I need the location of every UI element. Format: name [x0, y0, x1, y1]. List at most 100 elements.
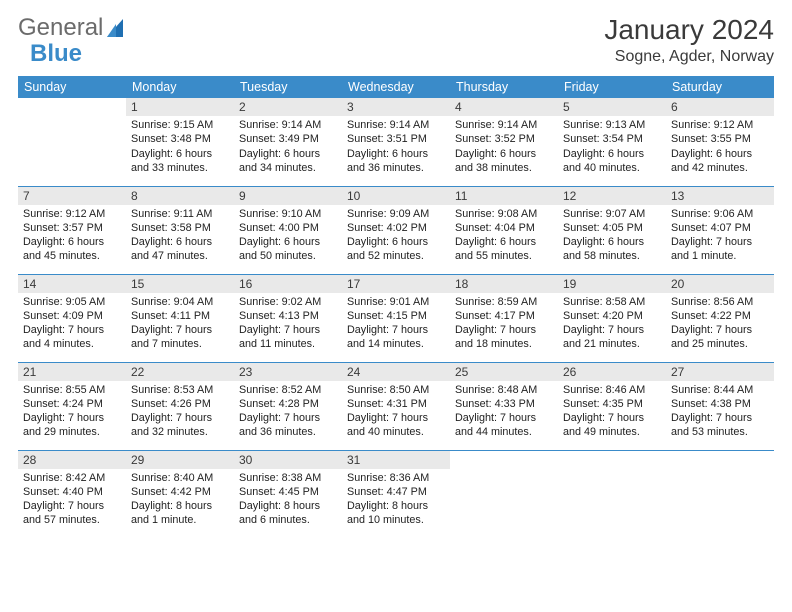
daylight-text: Daylight: 7 hours and 36 minutes. — [239, 411, 337, 440]
sunrise-text: Sunrise: 8:48 AM — [455, 383, 553, 397]
week-row: 21Sunrise: 8:55 AMSunset: 4:24 PMDayligh… — [18, 362, 774, 450]
sunrise-text: Sunrise: 9:14 AM — [347, 118, 445, 132]
daylight-text: Daylight: 8 hours and 6 minutes. — [239, 499, 337, 528]
daylight-text: Daylight: 7 hours and 25 minutes. — [671, 323, 769, 352]
col-thursday: Thursday — [450, 76, 558, 98]
day-number: 1 — [126, 98, 234, 116]
col-friday: Friday — [558, 76, 666, 98]
sunrise-text: Sunrise: 8:55 AM — [23, 383, 121, 397]
sunrise-text: Sunrise: 9:14 AM — [239, 118, 337, 132]
day-body: Sunrise: 8:53 AMSunset: 4:26 PMDaylight:… — [126, 381, 234, 444]
day-body: Sunrise: 8:55 AMSunset: 4:24 PMDaylight:… — [18, 381, 126, 444]
location: Sogne, Agder, Norway — [604, 48, 774, 66]
logo-word1: General — [18, 14, 103, 42]
day-number: 30 — [234, 451, 342, 469]
day-body: Sunrise: 9:01 AMSunset: 4:15 PMDaylight:… — [342, 293, 450, 356]
week-row: 28Sunrise: 8:42 AMSunset: 4:40 PMDayligh… — [18, 450, 774, 538]
daylight-text: Daylight: 6 hours and 42 minutes. — [671, 147, 769, 176]
daylight-text: Daylight: 6 hours and 55 minutes. — [455, 235, 553, 264]
daylight-text: Daylight: 8 hours and 1 minute. — [131, 499, 229, 528]
day-body: Sunrise: 9:07 AMSunset: 4:05 PMDaylight:… — [558, 205, 666, 268]
day-body: Sunrise: 8:38 AMSunset: 4:45 PMDaylight:… — [234, 469, 342, 532]
day-body: Sunrise: 8:48 AMSunset: 4:33 PMDaylight:… — [450, 381, 558, 444]
day-number: 14 — [18, 275, 126, 293]
day-number: 9 — [234, 187, 342, 205]
daylight-text: Daylight: 7 hours and 40 minutes. — [347, 411, 445, 440]
sunset-text: Sunset: 4:38 PM — [671, 397, 769, 411]
day-cell: 26Sunrise: 8:46 AMSunset: 4:35 PMDayligh… — [558, 362, 666, 450]
day-number: 2 — [234, 98, 342, 116]
sunrise-text: Sunrise: 8:50 AM — [347, 383, 445, 397]
sunset-text: Sunset: 4:22 PM — [671, 309, 769, 323]
day-cell: 14 Sunrise: 9:05 AMSunset: 4:09 PMDayligh… — [18, 274, 126, 362]
sunset-text: Sunset: 4:04 PM — [455, 221, 553, 235]
sunset-text: Sunset: 4:24 PM — [23, 397, 121, 411]
daylight-text: Daylight: 7 hours and 32 minutes. — [131, 411, 229, 440]
sunrise-text: Sunrise: 9:15 AM — [131, 118, 229, 132]
day-cell: 19Sunrise: 8:58 AMSunset: 4:20 PMDayligh… — [558, 274, 666, 362]
day-cell: 10Sunrise: 9:09 AMSunset: 4:02 PMDayligh… — [342, 186, 450, 274]
day-number: 18 — [450, 275, 558, 293]
day-number: 22 — [126, 363, 234, 381]
day-number: 6 — [666, 98, 774, 116]
day-number: 27 — [666, 363, 774, 381]
sunset-text: Sunset: 3:55 PM — [671, 132, 769, 146]
sunrise-text: Sunrise: 9:09 AM — [347, 207, 445, 221]
day-cell: 2Sunrise: 9:14 AMSunset: 3:49 PMDaylight… — [234, 98, 342, 186]
sunset-text: Sunset: 4:09 PM — [23, 309, 121, 323]
sunset-text: Sunset: 4:40 PM — [23, 485, 121, 499]
sunrise-text: Sunrise: 9:10 AM — [239, 207, 337, 221]
sunrise-text: Sunrise: 8:52 AM — [239, 383, 337, 397]
day-body: Sunrise: 8:56 AMSunset: 4:22 PMDaylight:… — [666, 293, 774, 356]
day-number: 24 — [342, 363, 450, 381]
day-body: Sunrise: 8:59 AMSunset: 4:17 PMDaylight:… — [450, 293, 558, 356]
daylight-text: Daylight: 7 hours and 49 minutes. — [563, 411, 661, 440]
day-body: Sunrise: 9:10 AMSunset: 4:00 PMDaylight:… — [234, 205, 342, 268]
sunset-text: Sunset: 4:42 PM — [131, 485, 229, 499]
day-number: 11 — [450, 187, 558, 205]
day-number: 10 — [342, 187, 450, 205]
day-cell — [558, 450, 666, 538]
day-cell — [18, 98, 126, 186]
day-cell: 15Sunrise: 9:04 AMSunset: 4:11 PMDayligh… — [126, 274, 234, 362]
sunset-text: Sunset: 4:13 PM — [239, 309, 337, 323]
day-body: Sunrise: 8:52 AMSunset: 4:28 PMDaylight:… — [234, 381, 342, 444]
sunset-text: Sunset: 4:17 PM — [455, 309, 553, 323]
day-cell: 6 Sunrise: 9:12 AMSunset: 3:55 PMDaylight… — [666, 98, 774, 186]
sunrise-text: Sunrise: 9:06 AM — [671, 207, 769, 221]
sunrise-text: Sunrise: 8:36 AM — [347, 471, 445, 485]
month-title: January 2024 — [604, 14, 774, 46]
daylight-text: Daylight: 7 hours and 44 minutes. — [455, 411, 553, 440]
sunset-text: Sunset: 3:48 PM — [131, 132, 229, 146]
day-number: 16 — [234, 275, 342, 293]
daylight-text: Daylight: 7 hours and 1 minute. — [671, 235, 769, 264]
col-tuesday: Tuesday — [234, 76, 342, 98]
day-number: 29 — [126, 451, 234, 469]
logo-word2-wrap: Blue — [30, 40, 82, 68]
sunrise-text: Sunrise: 9:05 AM — [23, 295, 121, 309]
day-body: Sunrise: 9:14 AMSunset: 3:51 PMDaylight:… — [342, 116, 450, 179]
daylight-text: Daylight: 7 hours and 11 minutes. — [239, 323, 337, 352]
day-cell: 11Sunrise: 9:08 AMSunset: 4:04 PMDayligh… — [450, 186, 558, 274]
day-cell: 25Sunrise: 8:48 AMSunset: 4:33 PMDayligh… — [450, 362, 558, 450]
daylight-text: Daylight: 6 hours and 33 minutes. — [131, 147, 229, 176]
day-cell — [450, 450, 558, 538]
weekday-header-row: Sunday Monday Tuesday Wednesday Thursday… — [18, 76, 774, 98]
day-body: Sunrise: 9:14 AMSunset: 3:49 PMDaylight:… — [234, 116, 342, 179]
daylight-text: Daylight: 7 hours and 7 minutes. — [131, 323, 229, 352]
daylight-text: Daylight: 7 hours and 18 minutes. — [455, 323, 553, 352]
week-row: 7Sunrise: 9:12 AMSunset: 3:57 PMDaylight… — [18, 186, 774, 274]
sunset-text: Sunset: 4:26 PM — [131, 397, 229, 411]
day-body: Sunrise: 9:09 AMSunset: 4:02 PMDaylight:… — [342, 205, 450, 268]
daylight-text: Daylight: 6 hours and 52 minutes. — [347, 235, 445, 264]
sunrise-text: Sunrise: 9:12 AM — [671, 118, 769, 132]
day-body: Sunrise: 9:14 AMSunset: 3:52 PMDaylight:… — [450, 116, 558, 179]
daylight-text: Daylight: 6 hours and 38 minutes. — [455, 147, 553, 176]
day-cell — [666, 450, 774, 538]
daylight-text: Daylight: 7 hours and 4 minutes. — [23, 323, 121, 352]
day-number: 28 — [18, 451, 126, 469]
day-number: 4 — [450, 98, 558, 116]
day-cell: 22Sunrise: 8:53 AMSunset: 4:26 PMDayligh… — [126, 362, 234, 450]
day-body: Sunrise: 8:50 AMSunset: 4:31 PMDaylight:… — [342, 381, 450, 444]
day-body: Sunrise: 8:42 AMSunset: 4:40 PMDaylight:… — [18, 469, 126, 532]
